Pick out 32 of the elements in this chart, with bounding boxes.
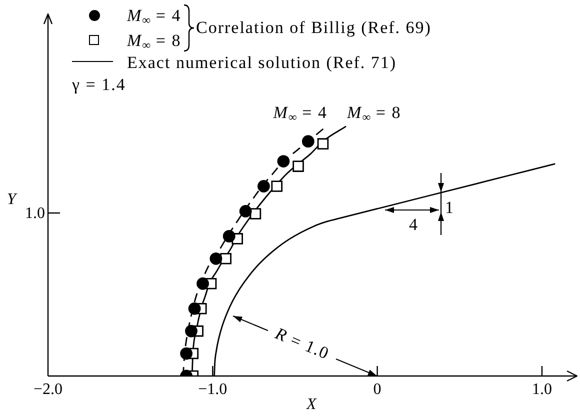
point (257, 180, 270, 192)
text: γ = 1.4 (72, 74, 126, 94)
point (220, 253, 232, 264)
point (271, 180, 283, 192)
text: Correlation of Billig (Ref. 69) (196, 18, 432, 36)
point (188, 302, 201, 315)
point (239, 205, 252, 218)
legend-label: M$_{∞}$ = 4 (127, 6, 182, 26)
point (180, 347, 193, 360)
point (185, 324, 198, 338)
y-axis-title: Y (7, 190, 16, 208)
point (210, 252, 222, 265)
point (292, 160, 304, 172)
annotation: 1 (445, 198, 454, 216)
annotation: R = 1.0 (272, 323, 332, 363)
point (250, 208, 262, 220)
series-label: M$_{∞}$ = 4 (273, 103, 328, 124)
series-label: M$_{∞}$ = 8 (347, 103, 402, 124)
point (302, 135, 314, 148)
x-tick-label: 0 (373, 380, 382, 398)
x-tick-label: −2.0 (33, 380, 63, 398)
point (222, 230, 236, 242)
text: 1.0 (25, 204, 45, 222)
text: Exact numerical solution (Ref. 71) (127, 52, 397, 72)
point (277, 155, 290, 168)
annotation: 4 (409, 214, 418, 234)
x-tick-label: 1.0 (532, 380, 552, 398)
point (196, 277, 209, 290)
point (317, 138, 329, 150)
x-tick-label: −1.0 (198, 380, 228, 398)
x-axis-title: X (306, 396, 316, 412)
legend-label: M$_{∞}$ = 8 (127, 30, 182, 52)
